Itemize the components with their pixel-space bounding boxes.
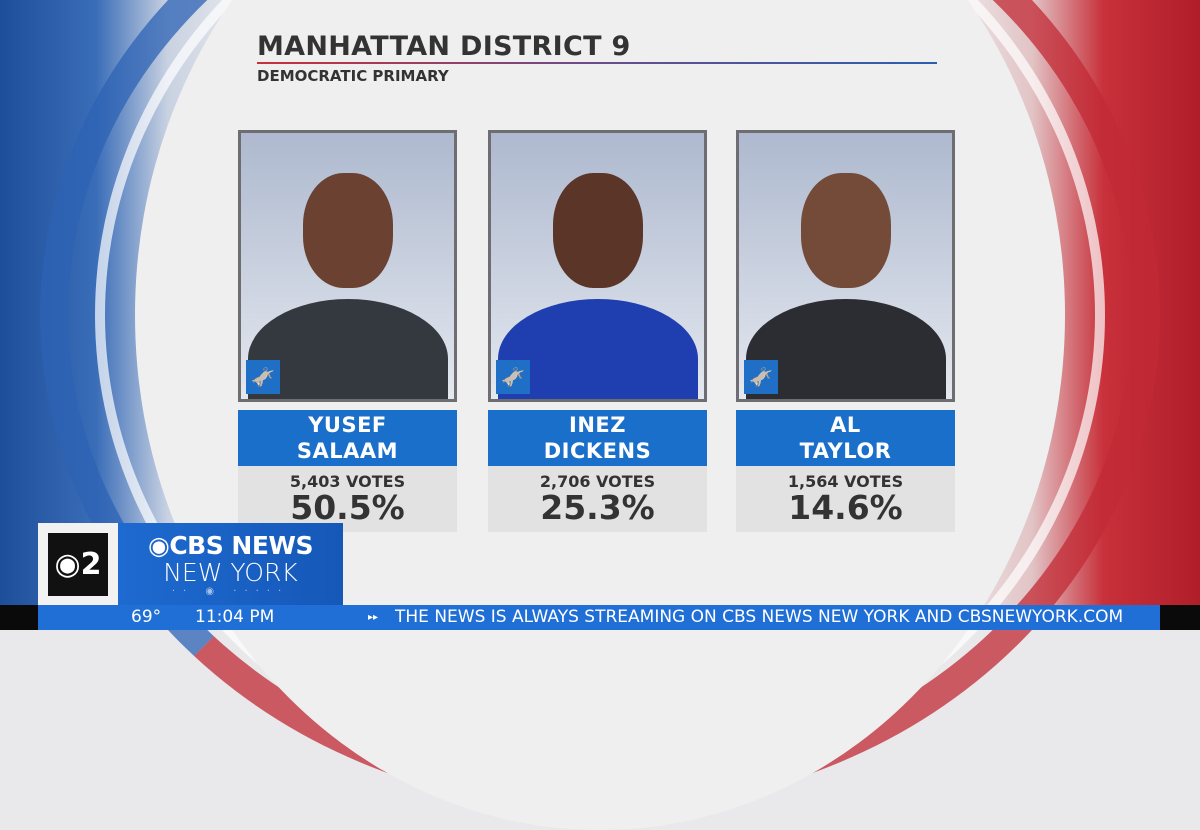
cbs-eye-icon: ◉	[54, 547, 81, 582]
candidate-photo: 🫏	[238, 130, 457, 402]
temperature: 69°	[131, 607, 162, 627]
page-title: MANHATTAN DISTRICT 9	[257, 31, 631, 62]
ticker-arrow-icon: ▸▸	[368, 612, 379, 623]
candidate-name: AL TAYLOR	[736, 410, 955, 466]
candidate-name: YUSEF SALAAM	[238, 410, 457, 466]
candidate-photo: 🫏	[488, 130, 707, 402]
ticker-edge	[0, 605, 38, 630]
democratic-donkey-icon: 🫏	[744, 360, 778, 394]
network-branding: ◉CBS NEWS NEW YORK ·· ◉ ·····	[118, 523, 343, 605]
candidate-card: 🫏 AL TAYLOR 1,564 VOTES 14.6%	[736, 130, 955, 532]
democratic-donkey-icon: 🫏	[496, 360, 530, 394]
candidate-card: 🫏 INEZ DICKENS 2,706 VOTES 25.3%	[488, 130, 707, 532]
clock: 11:04 PM	[195, 607, 275, 627]
channel-logo: ◉ 2	[38, 523, 118, 605]
page-subtitle: DEMOCRATIC PRIMARY	[257, 67, 449, 85]
candidate-result: 5,403 VOTES 50.5%	[238, 466, 457, 532]
title-divider	[257, 62, 937, 64]
democratic-donkey-icon: 🫏	[246, 360, 280, 394]
candidate-name: INEZ DICKENS	[488, 410, 707, 466]
candidate-photo: 🫏	[736, 130, 955, 402]
ticker-edge	[1160, 605, 1200, 630]
cbs-eye-icon: ◉	[147, 531, 170, 560]
candidate-result: 2,706 VOTES 25.3%	[488, 466, 707, 532]
candidate-card: 🫏 YUSEF SALAAM 5,403 VOTES 50.5%	[238, 130, 457, 532]
news-ticker: 69° 11:04 PM ▸▸ THE NEWS IS ALWAYS STREA…	[38, 605, 1160, 630]
ticker-message: THE NEWS IS ALWAYS STREAMING ON CBS NEWS…	[395, 607, 1124, 627]
candidate-result: 1,564 VOTES 14.6%	[736, 466, 955, 532]
